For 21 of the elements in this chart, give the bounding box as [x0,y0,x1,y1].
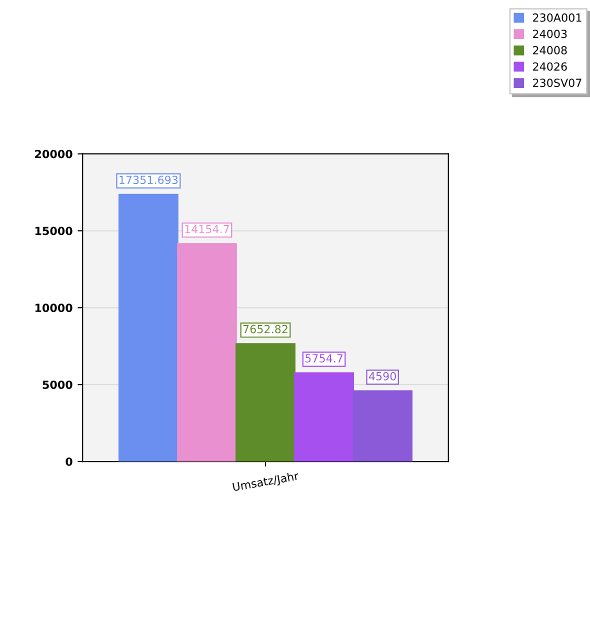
y-tick-label: 15000 [35,226,72,236]
bar [236,343,296,462]
y-tick-label: 10000 [35,304,72,312]
legend-label: 24003 [533,30,567,38]
data-label: 14154.7 [185,225,229,234]
legend-label: 230A001 [533,13,582,22]
data-label: 5754.7 [305,354,343,363]
y-tick-label: 0 [66,457,72,466]
legend-label: 24026 [533,62,567,71]
data-label: 17351.693 [120,176,178,184]
bar [352,390,413,462]
data-label: 7652.82 [243,324,288,334]
y-tick-label: 5000 [42,380,72,389]
y-tick-label: 20000 [35,150,72,158]
legend-label: 230SV07 [533,78,582,88]
bar [177,243,237,462]
x-tick-label: Umsatz/Jahr [232,471,300,494]
legend-label: 24008 [533,46,567,54]
bar [118,194,178,462]
bar [294,372,354,462]
data-label: 4590 [368,372,396,380]
